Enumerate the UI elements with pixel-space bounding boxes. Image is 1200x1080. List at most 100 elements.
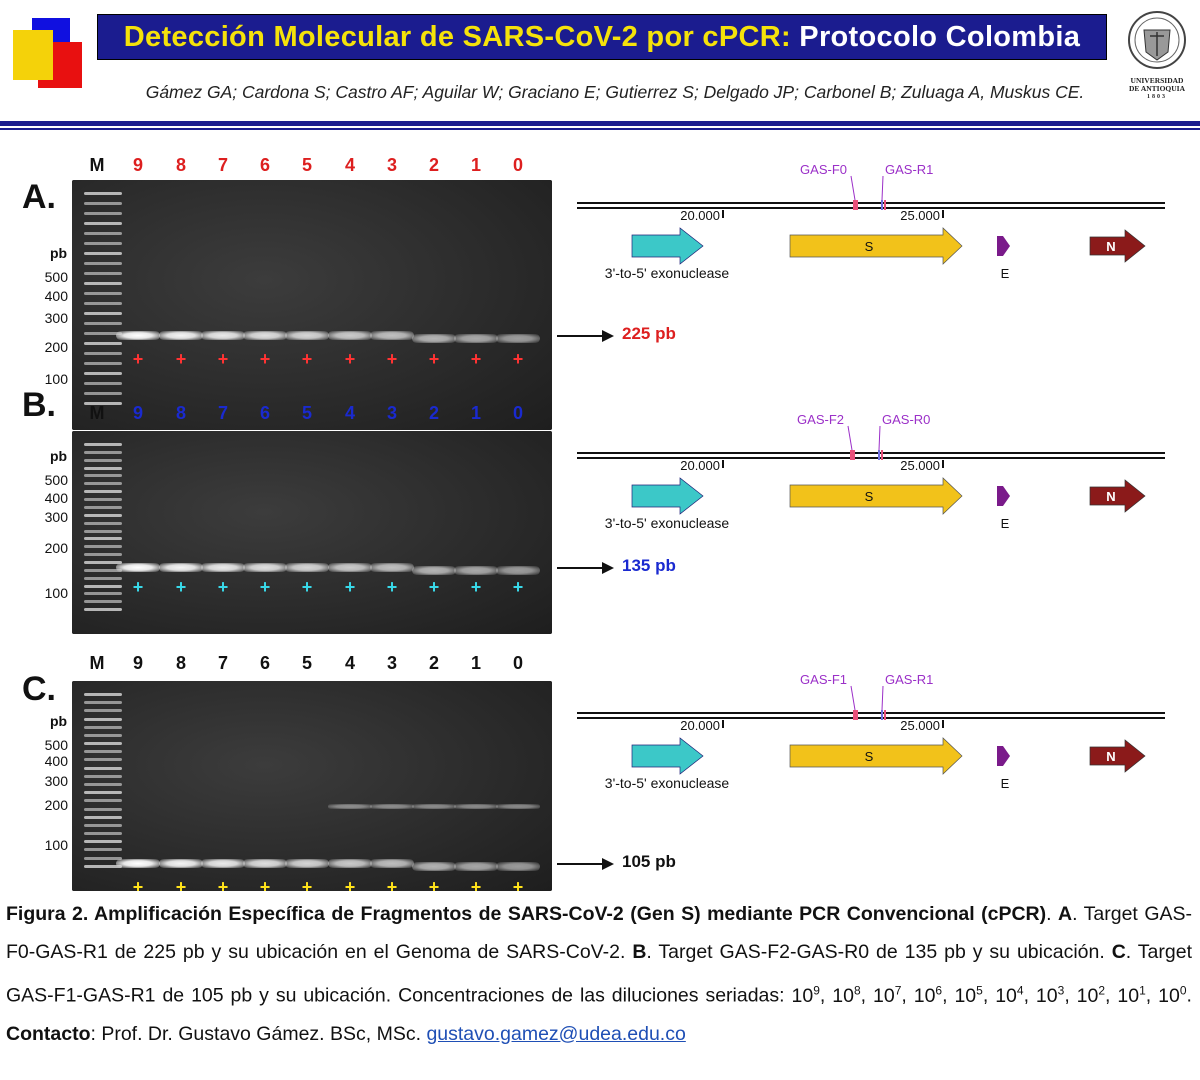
panel-letter: C. xyxy=(22,670,56,708)
amplicon-size-label: 225 pb xyxy=(622,324,676,343)
positive-mark: + xyxy=(512,577,524,597)
pos-label-20000: 20.000 xyxy=(680,458,720,473)
positive-mark: + xyxy=(344,349,356,369)
sample-band xyxy=(243,859,287,868)
gene-s-arrow xyxy=(789,227,963,265)
ladder-band xyxy=(84,783,122,786)
caption-a-text: . Target GAS-F0-GAS-R1 de 225 pb y su ub… xyxy=(6,903,1192,963)
lane-label-1: 1 xyxy=(470,155,481,175)
ladder-band xyxy=(84,832,122,836)
ladder-band xyxy=(84,202,122,205)
primer-forward-label: GAS-F0 xyxy=(800,162,847,177)
gel-image: + + + + + + + + + + xyxy=(72,681,552,891)
figure-caption: Figura 2. Amplificación Específica de Fr… xyxy=(6,903,1192,1045)
secondary-band xyxy=(496,804,540,809)
ladder-band xyxy=(84,774,122,778)
title-part1: Detección Molecular de SARS-CoV-2 por cP… xyxy=(123,20,791,53)
ladder-band xyxy=(84,823,122,827)
pb-tick-300: 300 xyxy=(44,773,68,789)
gene-e-arrow xyxy=(997,746,1010,766)
ladder-band xyxy=(84,382,122,385)
pb-tick-500: 500 xyxy=(44,269,68,285)
lane-label-4: 4 xyxy=(344,155,355,175)
gene-exonuclease-arrow xyxy=(631,227,704,265)
genome-line-bottom xyxy=(577,207,1165,209)
positive-mark: + xyxy=(386,577,398,597)
positive-mark: + xyxy=(259,577,271,597)
ladder-band xyxy=(84,750,122,754)
ladder-band xyxy=(84,600,122,604)
genome-line-bottom xyxy=(577,457,1165,459)
ladder-band xyxy=(84,342,122,345)
sample-band xyxy=(285,563,329,572)
gene-e-label: E xyxy=(1001,266,1010,281)
primer-reverse-leader xyxy=(881,175,884,201)
gene-s-arrow xyxy=(789,737,963,775)
primer-reverse-leader xyxy=(881,685,884,711)
pb-tick-200: 200 xyxy=(44,339,68,355)
ladder-band xyxy=(84,212,122,215)
pos-tick-20000 xyxy=(722,210,724,218)
ladder-band xyxy=(84,222,122,225)
positive-mark: + xyxy=(386,349,398,369)
genome-line-top xyxy=(577,452,1165,454)
dilution-series: 109, 108, 107, 106, 105, 104, 103, 102, … xyxy=(791,983,1187,1007)
ladder-band xyxy=(84,848,122,852)
ladder-band xyxy=(84,553,122,557)
dilution-value: 105 xyxy=(954,983,983,1007)
sample-band xyxy=(285,331,329,340)
positive-mark: + xyxy=(344,877,356,891)
ladder-band xyxy=(84,232,122,235)
ladder-band xyxy=(84,584,122,588)
amplicon-size-label: 105 pb xyxy=(622,852,676,871)
ladder-band xyxy=(84,545,122,549)
sample-band xyxy=(370,859,414,868)
lane-label-2: 2 xyxy=(428,155,439,175)
poster-title: Detección Molecular de SARS-CoV-2 por cP… xyxy=(97,14,1107,60)
genome-line-top xyxy=(577,202,1165,204)
pb-axis-heading: pb xyxy=(50,448,68,464)
primer-reverse-mark xyxy=(881,200,883,210)
ladder-band xyxy=(84,450,122,454)
primer-forward-leader xyxy=(850,685,856,711)
amplicon-size-label: 135 pb xyxy=(622,556,676,575)
dilution-value: 103 xyxy=(1035,983,1065,1007)
primer-forward-leader xyxy=(850,175,856,201)
gel-image: + + + + + + + + + + xyxy=(72,180,552,430)
lane-label-7: 7 xyxy=(217,403,228,423)
positive-mark: + xyxy=(512,349,524,369)
ladder-band xyxy=(84,272,122,275)
contact-email-link[interactable]: gustavo.gamez@udea.edu.co xyxy=(426,1022,686,1045)
lane-label-6: 6 xyxy=(259,403,270,423)
primer-reverse-mark2 xyxy=(881,450,883,460)
gene-n-arrow xyxy=(1089,739,1146,773)
gene-exonuclease-label: 3'-to-5' exonuclease xyxy=(605,265,730,281)
ladder-band xyxy=(84,568,122,572)
caption-c-text: . Target GAS-F1-GAS-R1 de 105 pb y su ub… xyxy=(6,941,1192,1007)
ladder-band xyxy=(84,466,122,470)
pb-tick-100: 100 xyxy=(44,585,68,601)
size-arrow xyxy=(557,335,603,337)
dilution-value: 107 xyxy=(872,983,902,1007)
ladder-band xyxy=(84,474,122,478)
gene-s-arrow xyxy=(789,477,963,515)
ladder-band xyxy=(84,392,122,395)
primer-reverse-mark2 xyxy=(884,710,886,720)
positive-mark: + xyxy=(175,877,187,891)
secondary-band xyxy=(412,804,456,809)
pb-tick-500: 500 xyxy=(44,737,68,753)
gene-s-label: S xyxy=(865,749,874,764)
gel-image: + + + + + + + + + + xyxy=(72,431,552,634)
dilution-value: 109 xyxy=(791,983,820,1007)
positive-mark: + xyxy=(217,577,229,597)
pb-tick-100: 100 xyxy=(44,371,68,387)
seal-icon xyxy=(1128,11,1186,69)
ladder-band xyxy=(84,799,122,803)
positive-mark: + xyxy=(259,349,271,369)
positive-mark: + xyxy=(301,349,313,369)
ladder-band xyxy=(84,490,122,494)
lane-label-0: 0 xyxy=(512,155,523,175)
lane-label-8: 8 xyxy=(175,653,186,673)
lane-label-9: 9 xyxy=(132,653,143,673)
lane-label-9: 9 xyxy=(132,403,143,423)
